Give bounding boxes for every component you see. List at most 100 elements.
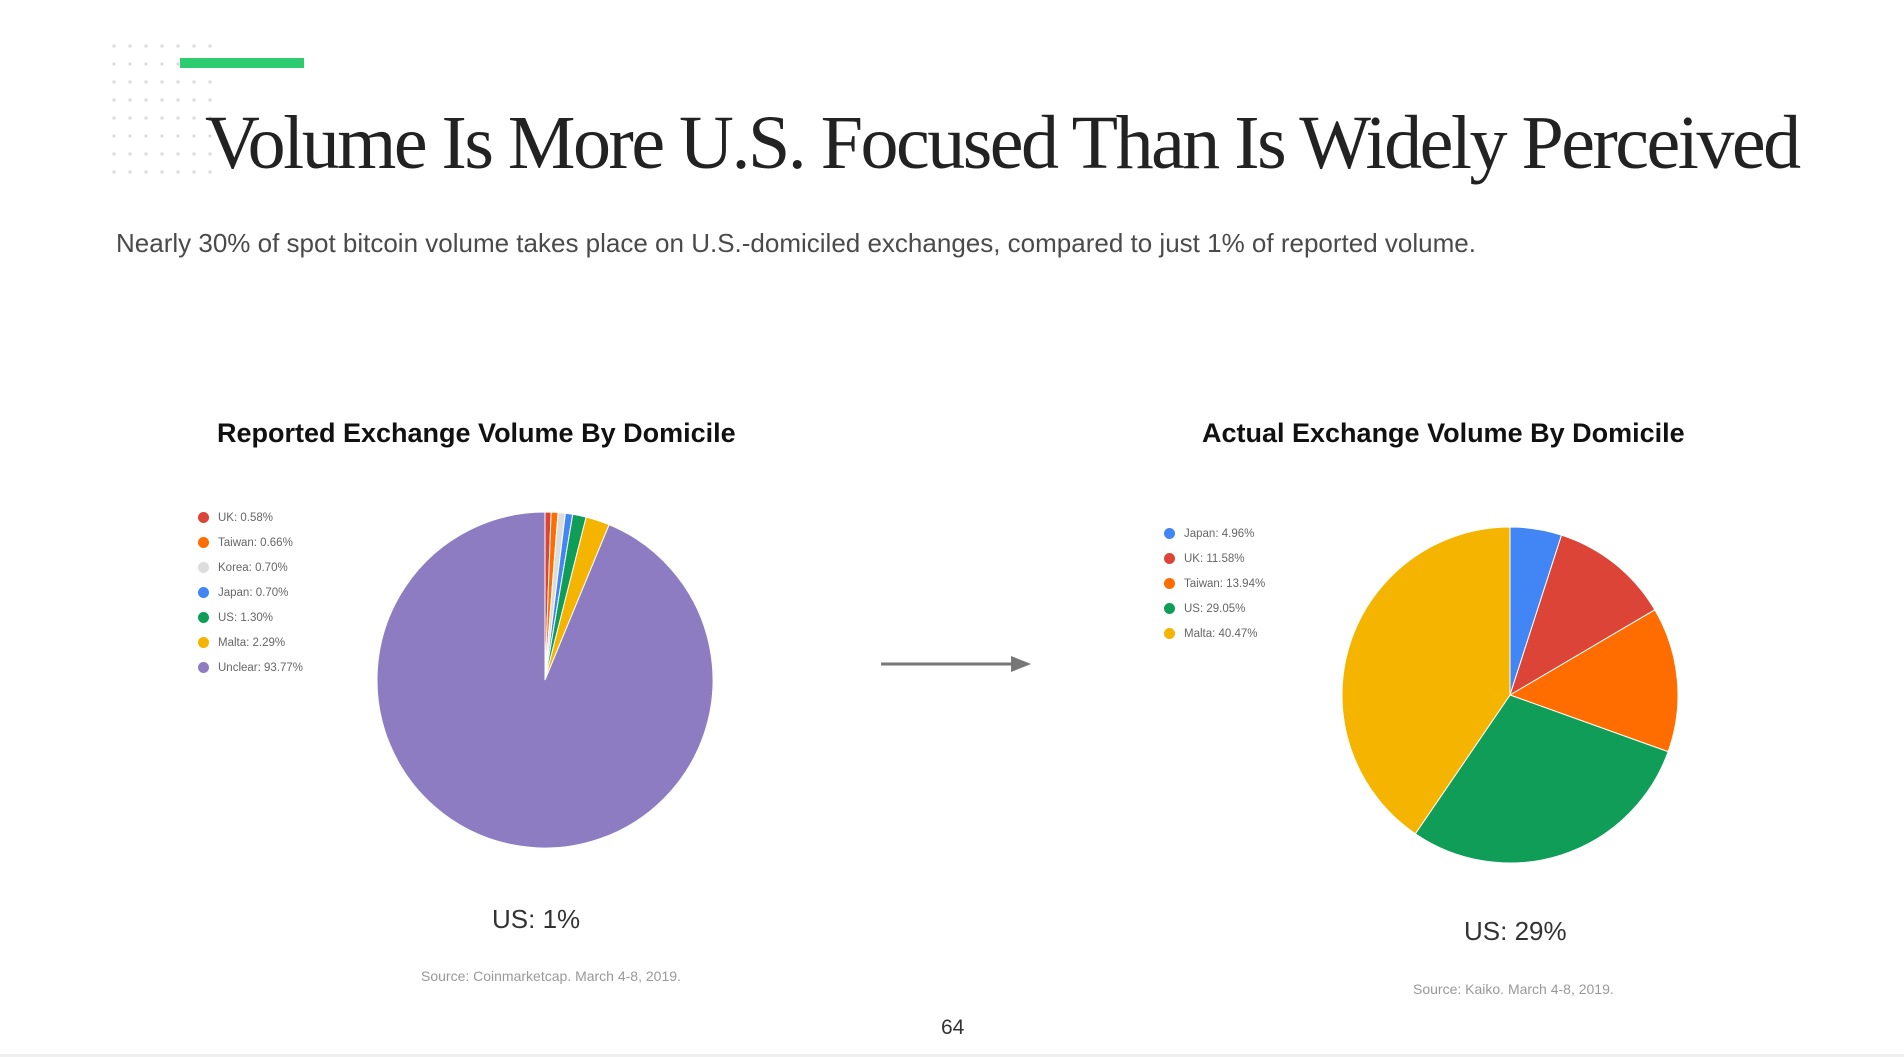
grid-dot [128, 116, 132, 120]
pie-slice-uk [1509, 534, 1656, 697]
grid-dot [112, 170, 116, 174]
grid-dot [128, 170, 132, 174]
reported-chart-legend: UK: 0.58% Taiwan: 0.66% Korea: 0.70% Japan:… [198, 505, 303, 680]
legend-swatch [198, 612, 209, 623]
page-subtitle: Nearly 30% of spot bitcoin volume takes … [116, 228, 1476, 258]
page-number: 64 [941, 1016, 965, 1039]
grid-dot [160, 134, 164, 138]
grid-dot [208, 170, 212, 174]
reported-chart-title: Reported Exchange Volume By Domicile [217, 418, 736, 448]
legend-label: Korea: 0.70% [218, 561, 288, 574]
legend-swatch [198, 562, 209, 573]
legend-swatch [198, 637, 209, 648]
legend-swatch [1164, 578, 1175, 589]
grid-dot [208, 152, 212, 156]
grid-dot [144, 170, 148, 174]
legend-item-japan: Japan: 0.70% [198, 580, 303, 605]
reported-us-callout: US: 1% [492, 904, 581, 934]
grid-dot [144, 44, 148, 48]
bottom-divider [0, 1054, 1904, 1057]
grid-dot [192, 80, 196, 84]
grid-dot [128, 152, 132, 156]
grid-dot [208, 80, 212, 84]
grid-dot [176, 152, 180, 156]
grid-dot [112, 98, 116, 102]
grid-dot [176, 170, 180, 174]
grid-dot [112, 80, 116, 84]
legend-item-us: US: 1.30% [198, 605, 303, 630]
page-title: Volume Is More U.S. Focused Than Is Wide… [205, 101, 1801, 185]
grid-dot [112, 134, 116, 138]
grid-dot [144, 116, 148, 120]
grid-dot [192, 134, 196, 138]
grid-dot [160, 116, 164, 120]
legend-swatch [1164, 528, 1175, 539]
pie-slice-taiwan [1508, 609, 1679, 753]
legend-item-uk: UK: 11.58% [1164, 546, 1265, 571]
legend-swatch [198, 512, 209, 523]
legend-swatch [1164, 628, 1175, 639]
grid-dot [160, 170, 164, 174]
legend-swatch [198, 662, 209, 673]
legend-label: US: 29.05% [1184, 602, 1246, 615]
actual-pie-chart [1341, 526, 1679, 864]
grid-dot [176, 62, 180, 66]
reported-pie-chart [376, 511, 714, 849]
grid-dot [112, 44, 116, 48]
grid-dot [144, 80, 148, 84]
grid-dot [112, 152, 116, 156]
legend-label: UK: 11.58% [1184, 552, 1245, 565]
legend-item-us: US: 29.05% [1164, 596, 1265, 621]
grid-dot [208, 44, 212, 48]
grid-dot [208, 116, 212, 120]
grid-dot [112, 62, 116, 66]
grid-dot [112, 116, 116, 120]
arrow-right-icon [881, 656, 1031, 672]
legend-item-malta: Malta: 40.47% [1164, 621, 1265, 646]
legend-label: Malta: 40.47% [1184, 627, 1258, 640]
legend-item-japan: Japan: 4.96% [1164, 521, 1265, 546]
grid-dot [192, 170, 196, 174]
actual-chart-legend: Japan: 4.96% UK: 11.58% Taiwan: 13.94% US: … [1164, 521, 1265, 646]
grid-dot [208, 98, 212, 102]
grid-dot [160, 62, 164, 66]
grid-dot [208, 134, 212, 138]
legend-label: Unclear: 93.77% [218, 661, 304, 674]
grid-dot [144, 152, 148, 156]
grid-dot [176, 134, 180, 138]
legend-label: Japan: 4.96% [1184, 527, 1255, 540]
grid-dot [128, 44, 132, 48]
grid-dot [176, 116, 180, 120]
legend-label: US: 1.30% [218, 611, 273, 624]
legend-swatch [198, 587, 209, 598]
legend-item-taiwan: Taiwan: 13.94% [1164, 571, 1265, 596]
grid-dot [128, 134, 132, 138]
grid-dot [144, 134, 148, 138]
accent-bar [180, 58, 304, 68]
legend-label: Taiwan: 0.66% [218, 536, 293, 549]
actual-chart-title: Actual Exchange Volume By Domicile [1202, 418, 1685, 448]
legend-label: Japan: 0.70% [218, 586, 289, 599]
grid-dot [144, 98, 148, 102]
grid-dot [128, 98, 132, 102]
pie-slice-us [1414, 694, 1669, 864]
grid-dot [160, 98, 164, 102]
pie-slice-unclear [376, 511, 714, 849]
grid-dot [144, 62, 148, 66]
legend-label: Taiwan: 13.94% [1184, 577, 1266, 590]
grid-dot [160, 152, 164, 156]
grid-dot [128, 62, 132, 66]
legend-item-unclear: Unclear: 93.77% [198, 655, 303, 680]
legend-swatch [1164, 553, 1175, 564]
legend-item-taiwan: Taiwan: 0.66% [198, 530, 303, 555]
legend-item-korea: Korea: 0.70% [198, 555, 303, 580]
legend-item-malta: Malta: 2.29% [198, 630, 303, 655]
grid-dot [176, 44, 180, 48]
actual-us-callout: US: 29% [1464, 916, 1567, 946]
legend-label: UK: 0.58% [218, 511, 273, 524]
grid-dot [192, 44, 196, 48]
grid-dot [176, 98, 180, 102]
grid-dot [128, 80, 132, 84]
legend-swatch [1164, 603, 1175, 614]
grid-dot [192, 116, 196, 120]
